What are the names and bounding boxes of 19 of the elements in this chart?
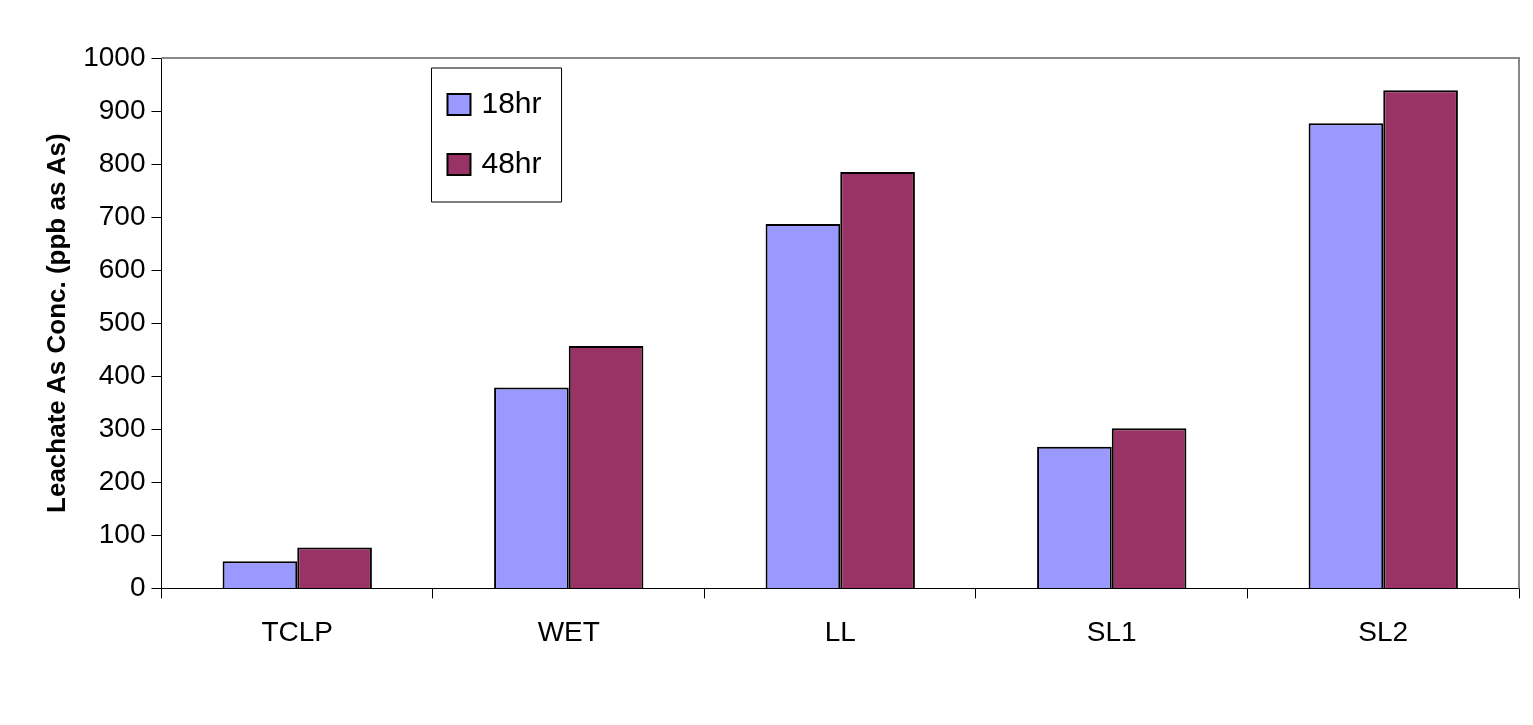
y-tick-label: 900 xyxy=(98,93,146,125)
y-tick-label: 1000 xyxy=(83,40,146,72)
y-tick-label: 500 xyxy=(98,305,146,337)
legend-label: 48hr xyxy=(481,146,542,180)
y-tick-label: 400 xyxy=(98,358,146,390)
y-tick-label: 0 xyxy=(129,571,146,603)
x-tick-label: TCLP xyxy=(261,615,334,647)
y-tick-label: 700 xyxy=(98,199,146,231)
y-tick-label: 600 xyxy=(98,252,146,284)
y-tick-label: 800 xyxy=(98,146,146,178)
legend-label: 18hr xyxy=(481,86,542,120)
y-axis-title: Leachate As Conc. (ppb as As) xyxy=(40,133,71,513)
x-tick-label: LL xyxy=(824,615,856,647)
x-tick-label: SL1 xyxy=(1086,615,1137,647)
x-tick-label: SL2 xyxy=(1358,615,1409,647)
y-tick-label: 200 xyxy=(98,465,146,497)
y-tick-label: 100 xyxy=(98,518,146,550)
x-tick-label: WET xyxy=(537,615,600,647)
y-tick-label: 300 xyxy=(98,412,146,443)
